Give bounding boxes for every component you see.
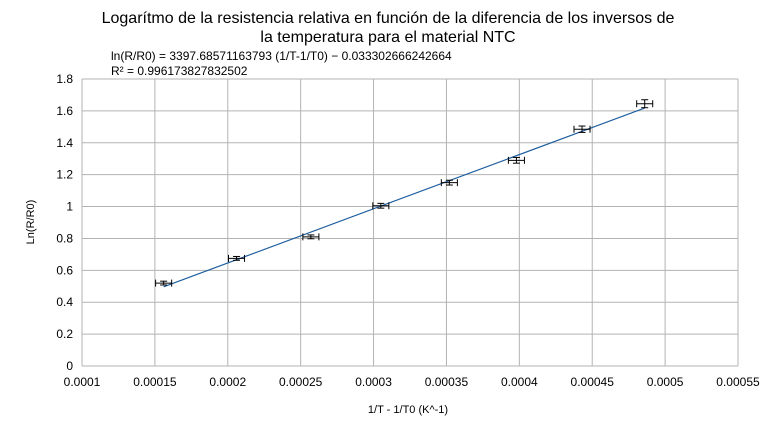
r-squared-label: R² = 0.996173827832502 [111,64,248,78]
y-tick-label: 0.8 [56,231,73,245]
x-tick-label: 0.00035 [425,375,469,389]
x-tick-label: 0.0001 [64,375,101,389]
data-point [372,202,390,210]
x-tick-label: 0.00055 [716,375,760,389]
y-tick-label: 1.4 [56,136,73,150]
x-tick-label: 0.0005 [647,375,684,389]
y-tick-label: 1.8 [56,72,73,86]
x-tick-label: 0.0003 [355,375,392,389]
y-axis-label: Ln(R/R0) [25,200,37,245]
chart-title-line-1: Logarítmo de la resistencia relativa en … [102,10,675,27]
data-point [440,179,458,187]
x-tick-label: 0.0002 [209,375,246,389]
data-point [155,279,173,287]
gridlines [81,78,739,367]
y-tick-label: 0.6 [56,263,73,277]
y-tick-label: 1.2 [56,168,73,182]
x-tick-labels: 0.0001 0.00015 0.0002 0.00025 0.0003 0.00035 0… [64,375,760,389]
data-point [573,125,591,133]
data-point [228,254,246,262]
x-tick-label: 0.0004 [501,375,538,389]
data-points [155,99,654,287]
x-tick-label: 0.00015 [133,375,177,389]
chart-title-line-2: la temperatura para el material NTC [260,29,515,46]
trendline-equation: ln(R/R0) = 3397.68571163793 (1/T-1/T0) −… [111,49,452,63]
x-tick-label: 0.00045 [571,375,615,389]
y-tick-label: 0 [66,359,73,373]
y-tick-label: 1 [66,200,73,214]
data-point [636,99,654,109]
y-tick-label: 1.6 [56,104,73,118]
y-tick-labels: 0 0.2 0.4 0.6 0.8 1 1.2 1.4 1.6 1.8 [56,72,73,373]
x-tick-label: 0.00025 [279,375,323,389]
x-axis-label: 1/T - 1/T0 (K^-1) [368,404,448,416]
trendline [163,107,645,288]
trendline-layer [163,107,645,288]
y-tick-label: 0.4 [56,295,73,309]
y-tick-label: 0.2 [56,327,73,341]
data-point [302,233,320,241]
data-point [507,156,525,164]
